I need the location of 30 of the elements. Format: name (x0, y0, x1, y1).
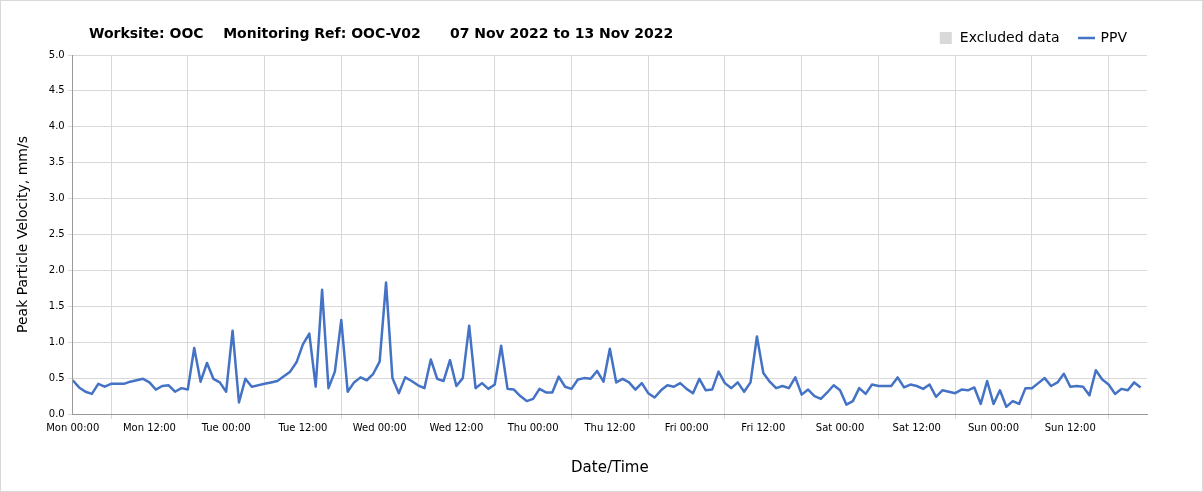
x-tick-label: Tue 00:00 (200, 421, 251, 433)
y-tick-label: 2.5 (48, 228, 65, 240)
chart-title: Worksite: OOC Monitoring Ref: OOC-V02 07 Nov 2022 to 13 Nov 2022 (89, 25, 674, 41)
x-tick-label: Sat 12:00 (892, 421, 941, 433)
x-tick-label: Mon 00:00 (46, 421, 100, 433)
x-tick-label: Tue 12:00 (277, 421, 328, 433)
x-tick-label: Sat 00:00 (815, 421, 865, 433)
x-tick-label: Fri 12:00 (741, 421, 786, 433)
y-tick-label: 0.0 (48, 407, 65, 419)
y-tick-label: 0.5 (48, 371, 65, 383)
y-tick-label: 1.0 (48, 335, 65, 347)
y-tick-label: 4.0 (48, 120, 65, 132)
y-tick-label: 2.0 (48, 263, 65, 275)
legend-label: Excluded data (959, 28, 1060, 45)
y-tick-label: 3.0 (48, 192, 65, 204)
x-axis-title: Date/Time (571, 457, 649, 476)
x-tick-label: Mon 12:00 (122, 421, 176, 433)
y-axis-title: Peak Particle Velocity, mm/s (14, 136, 31, 333)
x-tick-label: Sun 12:00 (1044, 421, 1096, 433)
y-tick-label: 4.5 (48, 84, 65, 96)
y-tick-label: 3.5 (48, 156, 65, 168)
legend-label: PPV (1100, 28, 1128, 45)
x-tick-label: Thu 00:00 (506, 421, 559, 433)
y-tick-label: 1.5 (48, 299, 65, 311)
x-tick-label: Wed 12:00 (429, 421, 484, 433)
x-tick-label: Sun 00:00 (968, 421, 1020, 433)
x-tick-label: Thu 12:00 (583, 421, 636, 433)
y-tick-label: 5.0 (48, 48, 65, 60)
x-tick-label: Fri 00:00 (664, 421, 709, 433)
x-tick-label: Wed 00:00 (352, 421, 407, 433)
